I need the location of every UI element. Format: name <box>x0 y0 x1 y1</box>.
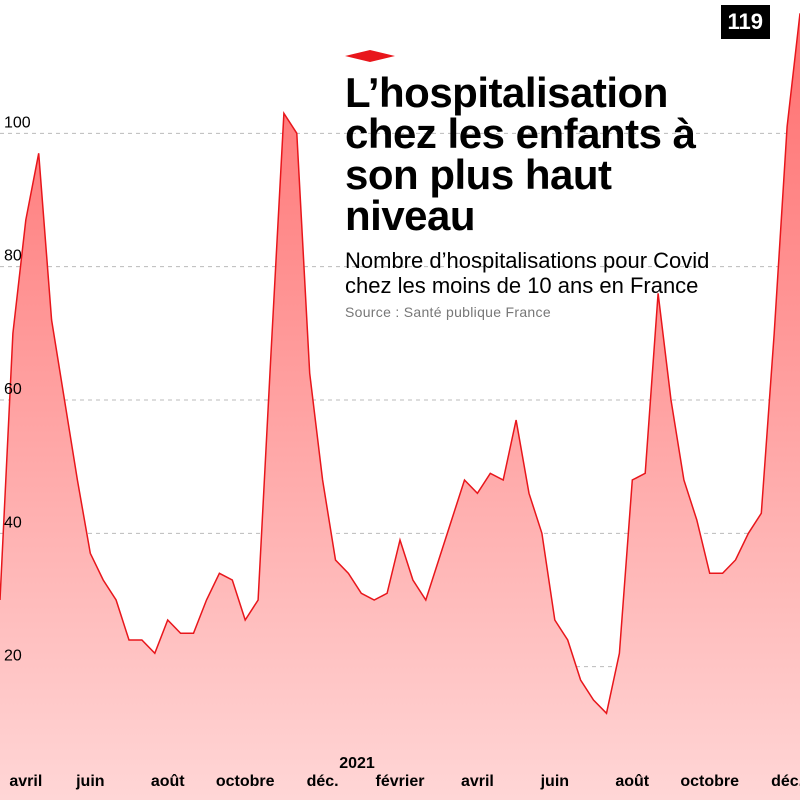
x-tick-label: février <box>376 773 425 790</box>
decoration-diamond <box>345 50 395 62</box>
x-tick-label: avril <box>461 773 494 790</box>
header: L’hospitalisation chez les enfants à son… <box>345 69 715 321</box>
x-tick-label: déc. <box>771 773 800 790</box>
chart-title: L’hospitalisation chez les enfants à son… <box>345 69 696 239</box>
y-tick-label: 80 <box>4 248 22 265</box>
chart-subtitle: Nombre d’hospitalisations pour Covid che… <box>345 248 710 298</box>
y-tick-label: 60 <box>4 381 22 398</box>
x-tick-label: avril <box>9 773 42 790</box>
x-tick-label: octobre <box>680 773 739 790</box>
area <box>0 13 800 800</box>
x-tick-label: juin <box>75 773 104 790</box>
x-tick-label: août <box>151 773 185 790</box>
year-label: 2021 <box>339 755 375 772</box>
source: Source : Santé publique France <box>345 304 551 320</box>
x-tick-label: août <box>615 773 649 790</box>
x-tick-label: juin <box>540 773 569 790</box>
x-tick-label: déc. <box>307 773 339 790</box>
x-tick-label: octobre <box>216 773 275 790</box>
line <box>0 13 800 715</box>
y-tick-label: 20 <box>4 648 22 665</box>
page-number: 119 <box>720 5 770 39</box>
y-tick-label: 40 <box>4 514 22 531</box>
y-tick-label: 100 <box>4 114 31 131</box>
